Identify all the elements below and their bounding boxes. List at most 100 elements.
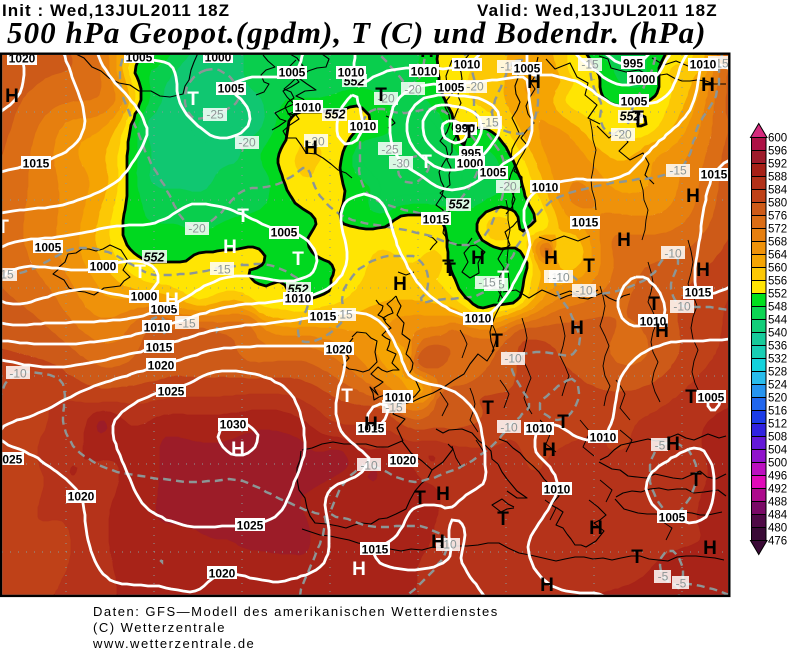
svg-text:-20: -20 (307, 135, 325, 149)
svg-text:-10: -10 (575, 284, 593, 298)
svg-text:H: H (703, 538, 717, 559)
svg-text:1010: 1010 (454, 58, 481, 72)
svg-text:596: 596 (768, 146, 787, 158)
svg-text:560: 560 (768, 263, 787, 275)
svg-text:T: T (648, 294, 660, 315)
svg-text:H: H (666, 434, 680, 455)
svg-text:T: T (631, 547, 643, 568)
svg-text:T: T (444, 260, 456, 281)
svg-text:1005: 1005 (126, 51, 153, 65)
svg-text:1005: 1005 (514, 62, 541, 76)
svg-text:1010: 1010 (640, 315, 667, 329)
svg-text:-15: -15 (335, 308, 353, 322)
svg-text:H: H (431, 532, 445, 553)
svg-text:H: H (696, 260, 710, 281)
svg-text:-15: -15 (385, 401, 403, 415)
svg-text:600: 600 (768, 133, 787, 145)
svg-text:524: 524 (768, 380, 788, 392)
svg-text:516: 516 (768, 406, 787, 418)
svg-text:568: 568 (768, 237, 787, 249)
svg-text:1015: 1015 (701, 168, 728, 182)
svg-text:H: H (436, 484, 450, 505)
svg-text:592: 592 (768, 159, 787, 171)
svg-text:H: H (589, 518, 603, 539)
svg-text:T: T (414, 488, 426, 509)
svg-text:-5: -5 (658, 570, 669, 584)
svg-text:532: 532 (768, 354, 787, 366)
svg-text:1020: 1020 (390, 454, 417, 468)
svg-text:552: 552 (325, 108, 346, 122)
svg-text:T: T (557, 412, 569, 433)
svg-text:-15: -15 (0, 268, 14, 282)
svg-text:H: H (304, 138, 318, 159)
svg-text:T: T (134, 262, 146, 283)
svg-text:584: 584 (768, 185, 788, 197)
svg-text:544: 544 (768, 315, 788, 327)
svg-text:-20: -20 (404, 83, 422, 97)
svg-text:T: T (497, 509, 509, 530)
svg-text:1005: 1005 (218, 82, 245, 96)
svg-text:492: 492 (768, 484, 787, 496)
svg-text:476: 476 (768, 536, 787, 548)
svg-text:-15: -15 (213, 263, 231, 277)
svg-text:-10: -10 (360, 459, 378, 473)
svg-text:480: 480 (768, 523, 787, 535)
svg-text:1010: 1010 (590, 431, 617, 445)
svg-text:1005: 1005 (271, 226, 298, 240)
svg-text:1005: 1005 (480, 166, 507, 180)
svg-text:512: 512 (768, 419, 787, 431)
svg-text:1000: 1000 (205, 51, 232, 65)
svg-text:1015: 1015 (358, 422, 385, 436)
svg-text:1015: 1015 (310, 310, 337, 324)
svg-text:564: 564 (768, 250, 788, 262)
svg-text:-15: -15 (481, 116, 499, 130)
svg-text:552: 552 (768, 289, 787, 301)
svg-text:1005: 1005 (698, 391, 725, 405)
svg-text:1010: 1010 (544, 483, 571, 497)
svg-text:-10: -10 (552, 271, 570, 285)
svg-text:1025: 1025 (0, 453, 23, 467)
svg-text:-20: -20 (466, 80, 484, 94)
svg-text:1015: 1015 (685, 286, 712, 300)
svg-text:-10: -10 (500, 421, 518, 435)
svg-text:508: 508 (768, 432, 787, 444)
svg-text:548: 548 (768, 302, 787, 314)
svg-text:H: H (655, 321, 669, 342)
svg-text:T: T (690, 470, 702, 491)
svg-text:1000: 1000 (131, 290, 158, 304)
svg-text:995: 995 (623, 57, 643, 71)
svg-text:990: 990 (455, 122, 475, 136)
svg-text:H: H (570, 318, 584, 339)
svg-text:T: T (632, 108, 644, 129)
svg-text:1005: 1005 (35, 241, 62, 255)
svg-text:H: H (223, 237, 237, 258)
svg-text:H: H (544, 248, 558, 269)
svg-text:1000: 1000 (629, 73, 656, 87)
svg-text:552: 552 (449, 198, 470, 212)
svg-text:T: T (685, 387, 697, 408)
svg-text:H: H (420, 41, 434, 62)
svg-text:T: T (237, 206, 249, 227)
svg-text:1005: 1005 (659, 511, 686, 525)
svg-text:-5: -5 (655, 439, 666, 453)
svg-text:1015: 1015 (572, 216, 599, 230)
svg-text:T: T (292, 249, 304, 270)
svg-text:1010: 1010 (144, 321, 171, 335)
svg-text:T: T (187, 89, 199, 110)
svg-text:H: H (352, 559, 366, 580)
svg-text:-20: -20 (238, 136, 256, 150)
svg-text:1005: 1005 (621, 95, 648, 109)
svg-text:1020: 1020 (148, 359, 175, 373)
svg-text:-15: -15 (581, 58, 599, 72)
svg-text:T: T (420, 152, 432, 173)
svg-text:556: 556 (768, 276, 787, 288)
svg-text:H: H (231, 439, 245, 460)
svg-text:536: 536 (768, 341, 787, 353)
svg-text:H: H (701, 75, 715, 96)
svg-text:T: T (497, 268, 509, 289)
svg-text:H: H (686, 186, 700, 207)
svg-text:-15: -15 (478, 276, 496, 290)
svg-text:T: T (375, 85, 387, 106)
svg-text:H: H (540, 575, 554, 596)
svg-text:1000: 1000 (457, 157, 484, 171)
